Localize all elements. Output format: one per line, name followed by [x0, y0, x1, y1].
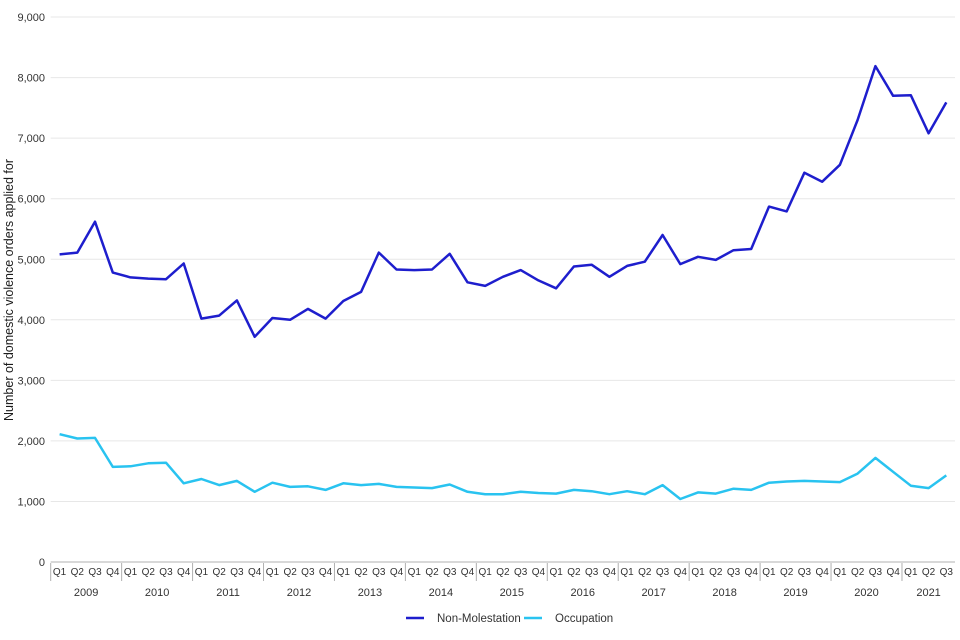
year-label: 2010: [145, 587, 169, 599]
quarter-label: Q4: [177, 567, 191, 578]
quarter-label: Q2: [496, 567, 510, 578]
legend-label-non-molestation: Non-Molestation: [437, 613, 521, 625]
quarter-label: Q4: [248, 567, 262, 578]
legend: Non-Molestation Occupation: [406, 613, 613, 625]
quarter-label: Q3: [727, 567, 741, 578]
y-axis-tick-labels: 0 1,000 2,000 3,000 4,000 5,000 6,000 7,000 8,00…: [17, 12, 45, 569]
quarter-label: Q2: [780, 567, 794, 578]
series-lines: [59, 64, 948, 501]
y-tick-label: 6,000: [17, 194, 45, 206]
quarter-label: Q4: [106, 567, 120, 578]
quarter-label: Q2: [638, 567, 652, 578]
quarter-label: Q2: [425, 567, 439, 578]
quarter-label: Q2: [142, 567, 156, 578]
quarter-label: Q1: [691, 567, 705, 578]
quarter-label: Q3: [656, 567, 670, 578]
quarter-label: Q2: [851, 567, 865, 578]
quarter-label: Q4: [745, 567, 759, 578]
year-label: 2015: [500, 587, 524, 599]
y-tick-label: 8,000: [17, 73, 45, 85]
quarter-label: Q3: [940, 567, 954, 578]
quarter-label: Q1: [408, 567, 422, 578]
quarter-label: Q4: [674, 567, 688, 578]
quarter-label: Q4: [603, 567, 617, 578]
quarter-label: Q1: [53, 567, 67, 578]
series-line-occupation[interactable]: [59, 432, 948, 501]
y-tick-label: 1,000: [17, 496, 45, 508]
year-label: 2014: [429, 587, 453, 599]
quarter-label: Q2: [567, 567, 581, 578]
quarter-label: Q1: [549, 567, 563, 578]
y-tick-label: 2,000: [17, 436, 45, 448]
y-tick-label: 4,000: [17, 315, 45, 327]
year-label: 2011: [216, 587, 240, 599]
quarter-label: Q4: [461, 567, 475, 578]
quarter-label: Q1: [124, 567, 138, 578]
quarter-label: Q1: [479, 567, 493, 578]
quarter-label: Q1: [620, 567, 634, 578]
quarter-label: Q3: [585, 567, 599, 578]
quarter-label: Q2: [283, 567, 297, 578]
legend-label-occupation: Occupation: [555, 613, 613, 625]
quarter-label: Q2: [709, 567, 723, 578]
year-label: 2018: [712, 587, 736, 599]
quarter-label: Q1: [195, 567, 209, 578]
quarter-label: Q2: [922, 567, 936, 578]
quarter-label: Q3: [443, 567, 457, 578]
quarter-label: Q4: [886, 567, 900, 578]
quarter-label: Q2: [354, 567, 368, 578]
year-label: 2012: [287, 587, 311, 599]
quarter-label: Q3: [514, 567, 528, 578]
year-label: 2021: [916, 587, 940, 599]
quarter-label: Q4: [319, 567, 333, 578]
year-label: 2017: [641, 587, 665, 599]
quarter-label: Q4: [390, 567, 404, 578]
quarter-label: Q3: [230, 567, 244, 578]
quarter-label: Q3: [301, 567, 315, 578]
quarter-label: Q2: [71, 567, 85, 578]
y-tick-label: 5,000: [17, 254, 45, 266]
y-tick-label: 0: [39, 557, 45, 569]
y-axis-title: Number of domestic violence orders appli…: [2, 159, 16, 421]
gridlines: [50, 16, 955, 563]
quarter-label: Q3: [88, 567, 102, 578]
quarter-label: Q3: [798, 567, 812, 578]
quarter-label: Q3: [869, 567, 883, 578]
y-tick-label: 7,000: [17, 133, 45, 145]
quarter-label: Q3: [159, 567, 173, 578]
quarter-label: Q1: [266, 567, 280, 578]
legend-item-non-molestation[interactable]: Non-Molestation: [406, 613, 521, 625]
year-label: 2016: [571, 587, 595, 599]
legend-item-occupation[interactable]: Occupation: [524, 613, 613, 625]
y-tick-label: 9,000: [17, 12, 45, 24]
year-label: 2019: [783, 587, 807, 599]
y-tick-label: 3,000: [17, 375, 45, 387]
quarter-label: Q1: [904, 567, 918, 578]
quarter-label: Q4: [816, 567, 830, 578]
series-line-non-molestation[interactable]: [59, 64, 948, 339]
year-label: 2020: [854, 587, 878, 599]
quarter-label: Q2: [213, 567, 227, 578]
quarter-label: Q1: [762, 567, 776, 578]
year-label: 2013: [358, 587, 382, 599]
quarter-label: Q1: [833, 567, 847, 578]
year-label: 2009: [74, 587, 98, 599]
quarter-label: Q3: [372, 567, 386, 578]
quarter-label: Q4: [532, 567, 546, 578]
quarter-label: Q1: [337, 567, 351, 578]
